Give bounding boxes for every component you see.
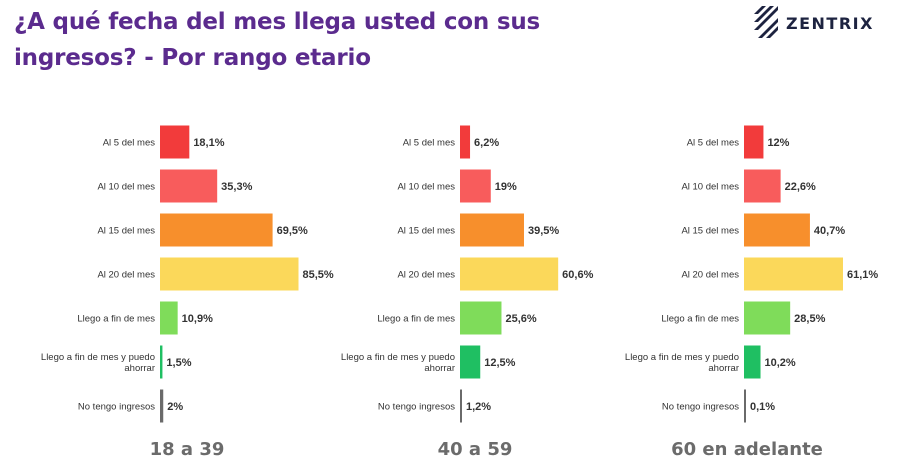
bar <box>160 169 218 203</box>
value-label: 22,6% <box>785 181 816 193</box>
bar <box>460 301 502 335</box>
category-label: Llego a fin de mes y puedo ahorrar <box>341 352 455 374</box>
category-label: No tengo ingresos <box>378 402 455 413</box>
group-label: 18 a 39 <box>150 439 225 460</box>
category-label: Llego a fin de mes y puedo ahorrar <box>41 352 155 374</box>
value-label: 12,5% <box>484 357 515 369</box>
value-label: 40,7% <box>814 225 845 237</box>
bar <box>744 125 764 159</box>
zentrix-logo-icon <box>754 6 778 38</box>
value-label: 25,6% <box>505 313 536 325</box>
page-title: ¿A qué fecha del mes llega usted con sus… <box>14 9 541 71</box>
value-label: 60,6% <box>562 269 593 281</box>
category-label: Al 20 del mes <box>681 270 739 281</box>
value-label: 35,3% <box>221 181 252 193</box>
bar <box>460 345 481 379</box>
category-label: Llego a fin de mes y puedo ahorrar <box>625 352 739 374</box>
category-label: Llego a fin de mes <box>377 314 455 325</box>
category-label: Al 10 del mes <box>397 182 455 193</box>
chart-group-3: Al 5 del mes 12% Al 10 del mes 22,6% Al 15 d… <box>625 125 878 460</box>
bar <box>160 389 164 423</box>
value-label: 1,5% <box>166 357 191 369</box>
category-label: Al 10 del mes <box>681 182 739 193</box>
bar <box>160 345 163 379</box>
category-label: No tengo ingresos <box>78 402 155 413</box>
value-label: 28,5% <box>794 313 825 325</box>
bar <box>744 169 781 203</box>
group-label: 60 en adelante <box>671 439 823 460</box>
bar <box>160 213 273 247</box>
category-label: Al 15 del mes <box>397 226 455 237</box>
bar <box>160 301 178 335</box>
bar <box>460 257 559 291</box>
value-label: 39,5% <box>528 225 559 237</box>
bar <box>460 213 524 247</box>
category-label: Al 5 del mes <box>103 138 156 149</box>
value-label: 10,9% <box>182 313 213 325</box>
bar <box>744 345 761 379</box>
category-label: Al 5 del mes <box>403 138 456 149</box>
value-label: 18,1% <box>193 137 224 149</box>
value-label: 10,2% <box>765 357 796 369</box>
value-label: 61,1% <box>847 269 878 281</box>
category-label: Llego a fin de mes <box>77 314 155 325</box>
category-label: No tengo ingresos <box>662 402 739 413</box>
chart-group-1: Al 5 del mes 18,1% Al 10 del mes 35,3% Al 15… <box>41 125 334 460</box>
bar <box>744 213 810 247</box>
category-label: Al 15 del mes <box>681 226 739 237</box>
value-label: 2% <box>167 401 183 413</box>
value-label: 85,5% <box>303 269 334 281</box>
brand-logo: ZENTRIX <box>752 4 874 42</box>
bar <box>460 125 471 159</box>
category-label: Al 20 del mes <box>97 270 155 281</box>
bar <box>744 389 746 423</box>
category-label: Al 5 del mes <box>687 138 740 149</box>
value-label: 12% <box>767 137 789 149</box>
bar <box>160 257 299 291</box>
group-label: 40 a 59 <box>438 439 513 460</box>
category-label: Al 20 del mes <box>397 270 455 281</box>
value-label: 19% <box>495 181 517 193</box>
logo-text: ZENTRIX <box>786 13 874 33</box>
bar <box>744 257 843 291</box>
bar <box>460 389 462 423</box>
bar <box>160 125 190 159</box>
value-label: 69,5% <box>277 225 308 237</box>
category-label: Al 10 del mes <box>97 182 155 193</box>
bar <box>744 301 791 335</box>
category-label: Al 15 del mes <box>97 226 155 237</box>
value-label: 1,2% <box>466 401 491 413</box>
category-label: Llego a fin de mes <box>661 314 739 325</box>
bar <box>460 169 491 203</box>
chart-group-2: Al 5 del mes 6,2% Al 10 del mes 19% Al 15 de… <box>341 125 594 460</box>
value-label: 6,2% <box>474 137 499 149</box>
value-label: 0,1% <box>750 401 775 413</box>
